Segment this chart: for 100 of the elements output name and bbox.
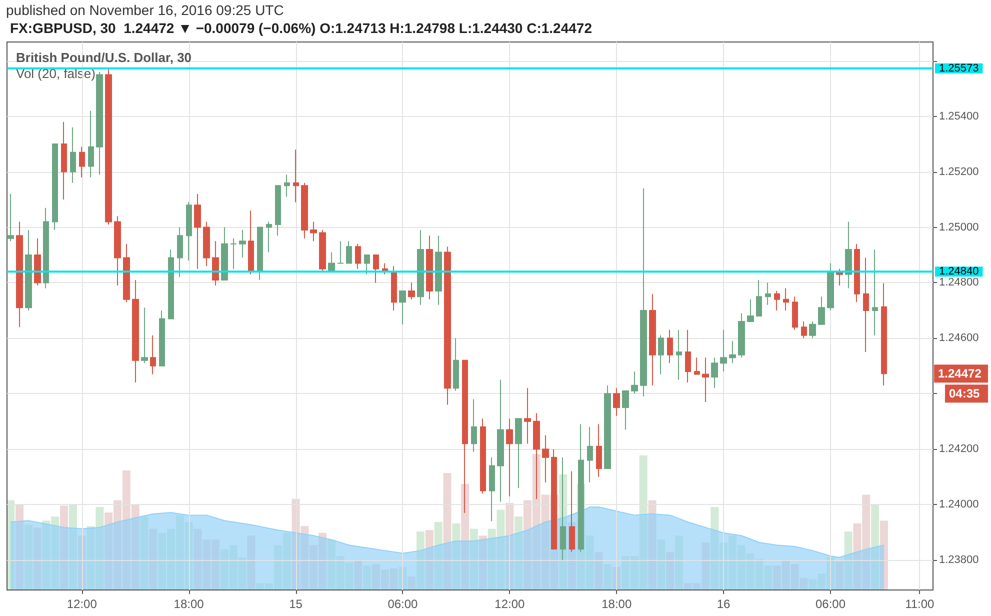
candlestick bbox=[399, 290, 406, 325]
candlestick bbox=[854, 243, 860, 303]
candlestick bbox=[346, 240, 352, 264]
candlestick bbox=[88, 110, 94, 178]
candlestick bbox=[212, 240, 219, 286]
candlestick bbox=[471, 398, 477, 452]
bar bbox=[666, 552, 674, 590]
candlestick bbox=[649, 293, 656, 386]
candlestick bbox=[248, 210, 254, 275]
candlestick bbox=[596, 424, 602, 478]
candlestick bbox=[328, 252, 335, 272]
candlestick bbox=[105, 68, 112, 225]
bar bbox=[149, 528, 158, 590]
bar bbox=[604, 564, 612, 590]
chart-title: FX:GBPUSD, 30 1.24472 ▼ −0.00079 (−0.06%) O:1.24713 H:1.24798 L:1.24430 C:1.24472 bbox=[10, 20, 592, 36]
candlestick bbox=[818, 296, 825, 325]
y-tick-label: 1.25200 bbox=[939, 166, 979, 178]
candlestick bbox=[123, 243, 130, 303]
candlestick bbox=[631, 370, 638, 394]
bar bbox=[247, 536, 256, 590]
bar bbox=[648, 500, 656, 590]
candlestick bbox=[159, 310, 165, 366]
candlestick bbox=[43, 207, 49, 289]
bar bbox=[354, 560, 362, 590]
bar bbox=[844, 532, 852, 590]
candlestick bbox=[230, 238, 237, 270]
candlestick bbox=[489, 456, 495, 522]
ref-line-label: 1.24840 bbox=[939, 266, 979, 278]
candlestick bbox=[203, 221, 210, 267]
candlestick bbox=[729, 340, 736, 364]
candlestick bbox=[506, 418, 513, 497]
candlestick bbox=[177, 226, 183, 278]
candlestick bbox=[694, 357, 700, 375]
bar bbox=[68, 504, 77, 590]
bar bbox=[443, 473, 452, 590]
candlestick bbox=[604, 384, 611, 470]
bar bbox=[871, 504, 880, 590]
candlestick bbox=[702, 357, 709, 402]
candlestick bbox=[408, 282, 415, 300]
candlestick bbox=[257, 226, 263, 280]
candlestick bbox=[417, 230, 424, 306]
bar bbox=[470, 528, 478, 590]
candlestick bbox=[293, 149, 299, 203]
bar bbox=[24, 524, 32, 590]
x-tick-label: 11:00 bbox=[905, 597, 935, 611]
x-tick-label: 06:00 bbox=[815, 597, 846, 611]
candlestick bbox=[783, 288, 789, 311]
candlestick bbox=[863, 257, 869, 353]
candlestick bbox=[61, 121, 67, 200]
bar bbox=[15, 504, 24, 590]
candlestick bbox=[587, 426, 593, 483]
candlestick bbox=[881, 282, 887, 386]
candlestick bbox=[266, 221, 272, 253]
candlestick bbox=[845, 221, 852, 289]
candlestick bbox=[827, 262, 834, 311]
candlestick bbox=[756, 279, 762, 316]
y-tick-label: 1.24200 bbox=[939, 443, 979, 456]
candlestick bbox=[747, 298, 754, 322]
candlestick bbox=[622, 390, 629, 430]
x-tick-label: 18:00 bbox=[174, 597, 204, 611]
bar bbox=[140, 516, 148, 590]
candlestick bbox=[355, 243, 361, 270]
candlestick bbox=[480, 418, 486, 494]
candlestick bbox=[497, 379, 504, 502]
candlestick bbox=[275, 185, 281, 236]
text: 1.24472 bbox=[938, 366, 982, 381]
candlestick bbox=[774, 290, 780, 311]
candlestick bbox=[25, 230, 32, 311]
bar bbox=[835, 561, 844, 590]
x-tick-label: 18:00 bbox=[602, 597, 632, 611]
candlestick bbox=[301, 182, 308, 239]
bar bbox=[594, 552, 603, 590]
candlestick bbox=[515, 418, 522, 488]
candlestick bbox=[453, 338, 459, 392]
candlestick bbox=[872, 248, 878, 336]
candlestick bbox=[613, 388, 620, 416]
candlestick bbox=[373, 254, 379, 284]
candlestick bbox=[284, 174, 290, 198]
candlestick bbox=[720, 329, 727, 372]
candlestick bbox=[765, 282, 771, 306]
text: 04:35 bbox=[949, 386, 980, 401]
candlestick bbox=[239, 230, 246, 258]
candlestick bbox=[186, 202, 192, 262]
bar bbox=[880, 520, 888, 590]
candlestick bbox=[364, 254, 370, 275]
y-tick-label: 1.23800 bbox=[939, 554, 979, 566]
candlestick bbox=[132, 279, 139, 384]
candlestick bbox=[168, 248, 174, 320]
candlestick bbox=[70, 126, 76, 184]
bar bbox=[408, 576, 416, 590]
bar bbox=[461, 484, 470, 590]
bar bbox=[33, 527, 42, 590]
candlestick bbox=[658, 334, 664, 375]
x-tick-label: 12:00 bbox=[494, 597, 525, 611]
candlestick bbox=[194, 193, 201, 270]
candlestick bbox=[141, 307, 148, 364]
bar bbox=[674, 536, 683, 590]
candlestick bbox=[79, 146, 85, 178]
candlestick bbox=[685, 329, 691, 384]
candlestick bbox=[150, 334, 156, 375]
